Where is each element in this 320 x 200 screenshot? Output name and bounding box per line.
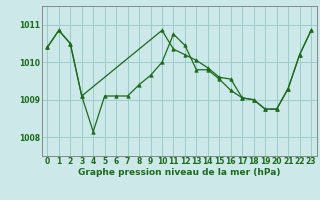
X-axis label: Graphe pression niveau de la mer (hPa): Graphe pression niveau de la mer (hPa): [78, 168, 280, 177]
